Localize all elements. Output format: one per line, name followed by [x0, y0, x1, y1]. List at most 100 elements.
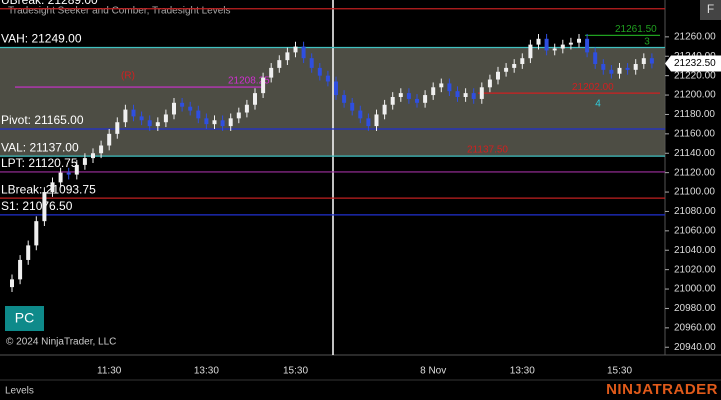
candle-body: [552, 48, 557, 51]
candle-body: [82, 158, 87, 165]
candle-body: [536, 38, 541, 45]
candle-body: [228, 118, 233, 127]
candle-body: [641, 58, 646, 65]
candle-body: [163, 114, 168, 123]
y-tick-label: 21100.00: [674, 187, 715, 198]
candle-body: [325, 75, 330, 82]
last-price-label: 21232.50: [674, 58, 716, 69]
candle-body: [455, 91, 460, 97]
candle-body: [309, 58, 314, 68]
candle-body: [374, 114, 379, 127]
y-tick-label: 21200.00: [674, 90, 716, 101]
candle-body: [382, 104, 387, 115]
candle-body: [188, 106, 193, 111]
candle-body: [131, 109, 136, 117]
candle-body: [496, 71, 500, 80]
candle-body: [350, 102, 355, 111]
level-label: UBreak: 21289.00: [1, 0, 98, 7]
button-f-label[interactable]: F: [707, 2, 714, 16]
candle-body: [358, 110, 363, 119]
y-tick-label: 21180.00: [674, 109, 715, 120]
candle-body: [528, 44, 533, 59]
y-tick-label: 21140.00: [674, 148, 715, 159]
candle-body: [253, 93, 257, 105]
level-label: Pivot: 21165.00: [1, 113, 84, 127]
annotation-label: 21261.50: [615, 24, 657, 35]
candle-body: [115, 122, 120, 134]
candle-body: [261, 77, 266, 94]
candle-body: [390, 96, 395, 105]
candle-body: [560, 44, 565, 49]
candle-body: [334, 81, 338, 96]
button-pc[interactable]: [5, 306, 44, 331]
logo: NINJATRADER: [606, 381, 718, 398]
y-tick-label: 21060.00: [674, 225, 716, 236]
candle-body: [342, 95, 347, 103]
candle-body: [609, 69, 614, 74]
candle-body: [66, 172, 71, 175]
candle-body: [123, 109, 128, 123]
x-tick-label: 13:30: [194, 366, 219, 377]
candle-body: [26, 245, 31, 260]
y-tick-label: 20980.00: [674, 303, 716, 314]
candle-body: [504, 67, 509, 72]
annotation-label: 21208.25: [228, 76, 270, 87]
x-tick-label: 8 Nov: [420, 366, 446, 377]
x-tick-label: 13:30: [510, 366, 535, 377]
candle-body: [50, 182, 55, 193]
candle-body: [471, 93, 476, 99]
level-label: VAH: 21249.00: [1, 32, 82, 46]
candle-body: [544, 38, 549, 51]
level-label: LPT: 21120.75: [1, 156, 78, 170]
candle-body: [212, 120, 217, 125]
candle-body: [34, 221, 39, 246]
candle-body: [625, 67, 630, 70]
candle-body: [568, 42, 573, 45]
candle-body: [406, 93, 411, 99]
level-label: VAL: 21137.00: [1, 140, 79, 154]
y-tick-label: 20960.00: [674, 322, 716, 333]
candle-body: [317, 67, 322, 76]
candle-body: [196, 110, 201, 119]
candle-body: [415, 98, 419, 103]
y-tick-label: 21080.00: [674, 206, 716, 217]
y-tick-label: 21220.00: [674, 70, 716, 81]
candle-body: [285, 52, 290, 61]
y-tick-label: 20940.00: [674, 342, 716, 353]
marker-label: (R): [121, 71, 135, 82]
candle-body: [180, 102, 185, 107]
candle-body: [617, 67, 622, 74]
copyright: © 2024 NinjaTrader, LLC: [6, 337, 116, 348]
candle-body: [139, 116, 144, 121]
annotation-label: 21137.50: [467, 144, 508, 155]
candle-body: [487, 79, 492, 88]
candle-body: [633, 64, 638, 70]
button-f[interactable]: [700, 0, 721, 20]
x-tick-label: 15:30: [283, 366, 308, 377]
last-price-box: [665, 55, 721, 72]
candle-body: [74, 164, 79, 175]
level-label: S1: 21076.50: [1, 199, 73, 213]
y-tick-label: 21020.00: [674, 264, 716, 275]
candle-body: [447, 83, 452, 92]
candle-body: [649, 58, 654, 64]
marker-label: 3: [644, 37, 650, 48]
candle-body: [277, 60, 282, 68]
candle-body: [236, 112, 241, 119]
x-tick-label: 15:30: [607, 366, 632, 377]
candle-body: [172, 102, 176, 115]
candle-body: [585, 38, 590, 53]
candle-body: [147, 120, 152, 127]
candle-body: [301, 46, 306, 59]
candle-body: [107, 133, 112, 146]
panel-label: Levels: [5, 386, 34, 397]
y-tick-label: 21160.00: [674, 128, 715, 139]
candle-body: [431, 87, 436, 96]
candle-body: [204, 118, 209, 125]
candle-body: [91, 153, 95, 159]
candle-body: [244, 104, 249, 113]
y-tick-label: 21120.00: [674, 167, 715, 178]
button-pc-label[interactable]: PC: [15, 310, 34, 326]
candle-body: [577, 38, 581, 43]
